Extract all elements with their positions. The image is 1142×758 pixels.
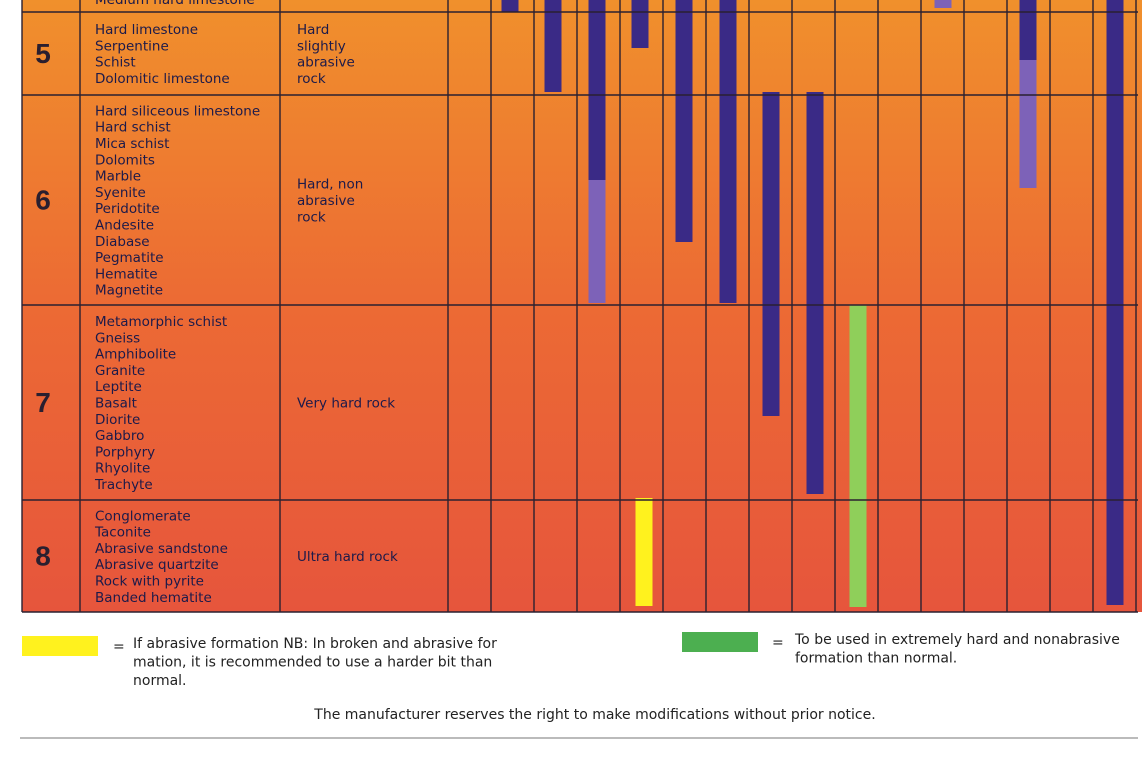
rock-name: Pegmatite [95,250,164,266]
rock-name: Granite [95,363,145,379]
rock-name: Gabbro [95,428,144,444]
bar [544,0,562,92]
rock-name: Magnetite [95,283,163,299]
rock-name: Amphibolite [95,347,176,363]
bar [719,0,737,303]
bar [849,305,867,607]
rock-name: Gneiss [95,330,140,346]
legend-separator: = [113,639,125,655]
bar [1019,0,1037,60]
rock-name: Taconite [94,525,151,541]
row-number: 8 [35,540,51,571]
bar [762,92,780,416]
rock-description: Ultra hard rock [297,549,398,565]
row-number: 7 [35,387,51,418]
rock-name: Rock with pyrite [95,573,204,589]
rock-name: Hard siliceous limestone [95,103,260,119]
legend-text: To be used in extremely hard and nonabra… [794,632,1120,648]
rock-name: Hematite [95,266,158,282]
rock-name: Diabase [95,234,150,250]
footer: The manufacturer reserves the right to m… [313,707,875,723]
rock-name: Hard schist [95,120,171,136]
legend-text: mation, it is recommended to use a harde… [133,655,492,671]
rock-name: Abrasive quartzite [95,557,219,573]
bar [675,0,693,242]
rock-name: Porphyry [95,444,155,460]
rock-name: Marble [95,169,141,185]
legend-text: formation than normal. [795,651,957,667]
rock-description: rock [297,71,326,87]
rock-name: Dolomits [95,152,155,168]
rock-name: Medium hard limestone [95,0,255,8]
grid [21,0,1138,613]
rock-name: Serpentine [95,38,169,54]
rock-name: Mica schist [95,136,169,152]
rock-name: Andesite [95,217,154,233]
rock-name: Abrasive sandstone [95,541,228,557]
legend-swatch [22,636,98,656]
rock-name: Metamorphic schist [95,314,227,330]
rock-description: Hard, non [297,177,363,193]
bar [806,92,824,494]
rock-name: Conglomerate [95,508,191,524]
bar [934,0,952,8]
rock-name: Syenite [95,185,146,201]
bar [501,0,519,12]
bar [588,180,606,303]
bar [631,0,649,48]
rock-name: Diorite [95,412,140,428]
rock-name: Rhyolite [95,461,150,477]
bar [1019,60,1037,188]
rock-description: rock [297,209,326,225]
rock-name: Dolomitic limestone [95,71,230,87]
table-background [22,0,1142,612]
rock-name: Leptite [95,379,142,395]
legend-swatch [682,632,758,652]
bar [588,0,606,180]
rock-name: Schist [95,55,136,71]
bar [1106,0,1124,605]
rock-description: abrasive [297,193,355,209]
rock-name: Trachyte [94,477,153,493]
rock-description: Very hard rock [297,396,395,412]
rock-description: slightly [297,38,346,54]
legend-text: If abrasive formation NB: In broken and … [133,636,497,652]
legend-separator: = [772,635,784,651]
legend-text: normal. [133,673,187,689]
row-number: 5 [35,38,51,69]
rock-name: Basalt [95,396,137,412]
rock-description: abrasive [297,55,355,71]
bars [501,0,1124,607]
table-text: Medium hard limestone 5 Hard limestoneSerp… [35,0,398,606]
row-number: 6 [35,184,51,215]
rock-name: Banded hematite [95,590,212,606]
bar [635,498,653,606]
rock-description: Hard [297,22,329,38]
rock-name: Hard limestone [95,22,198,38]
rock-name: Peridotite [95,201,160,217]
